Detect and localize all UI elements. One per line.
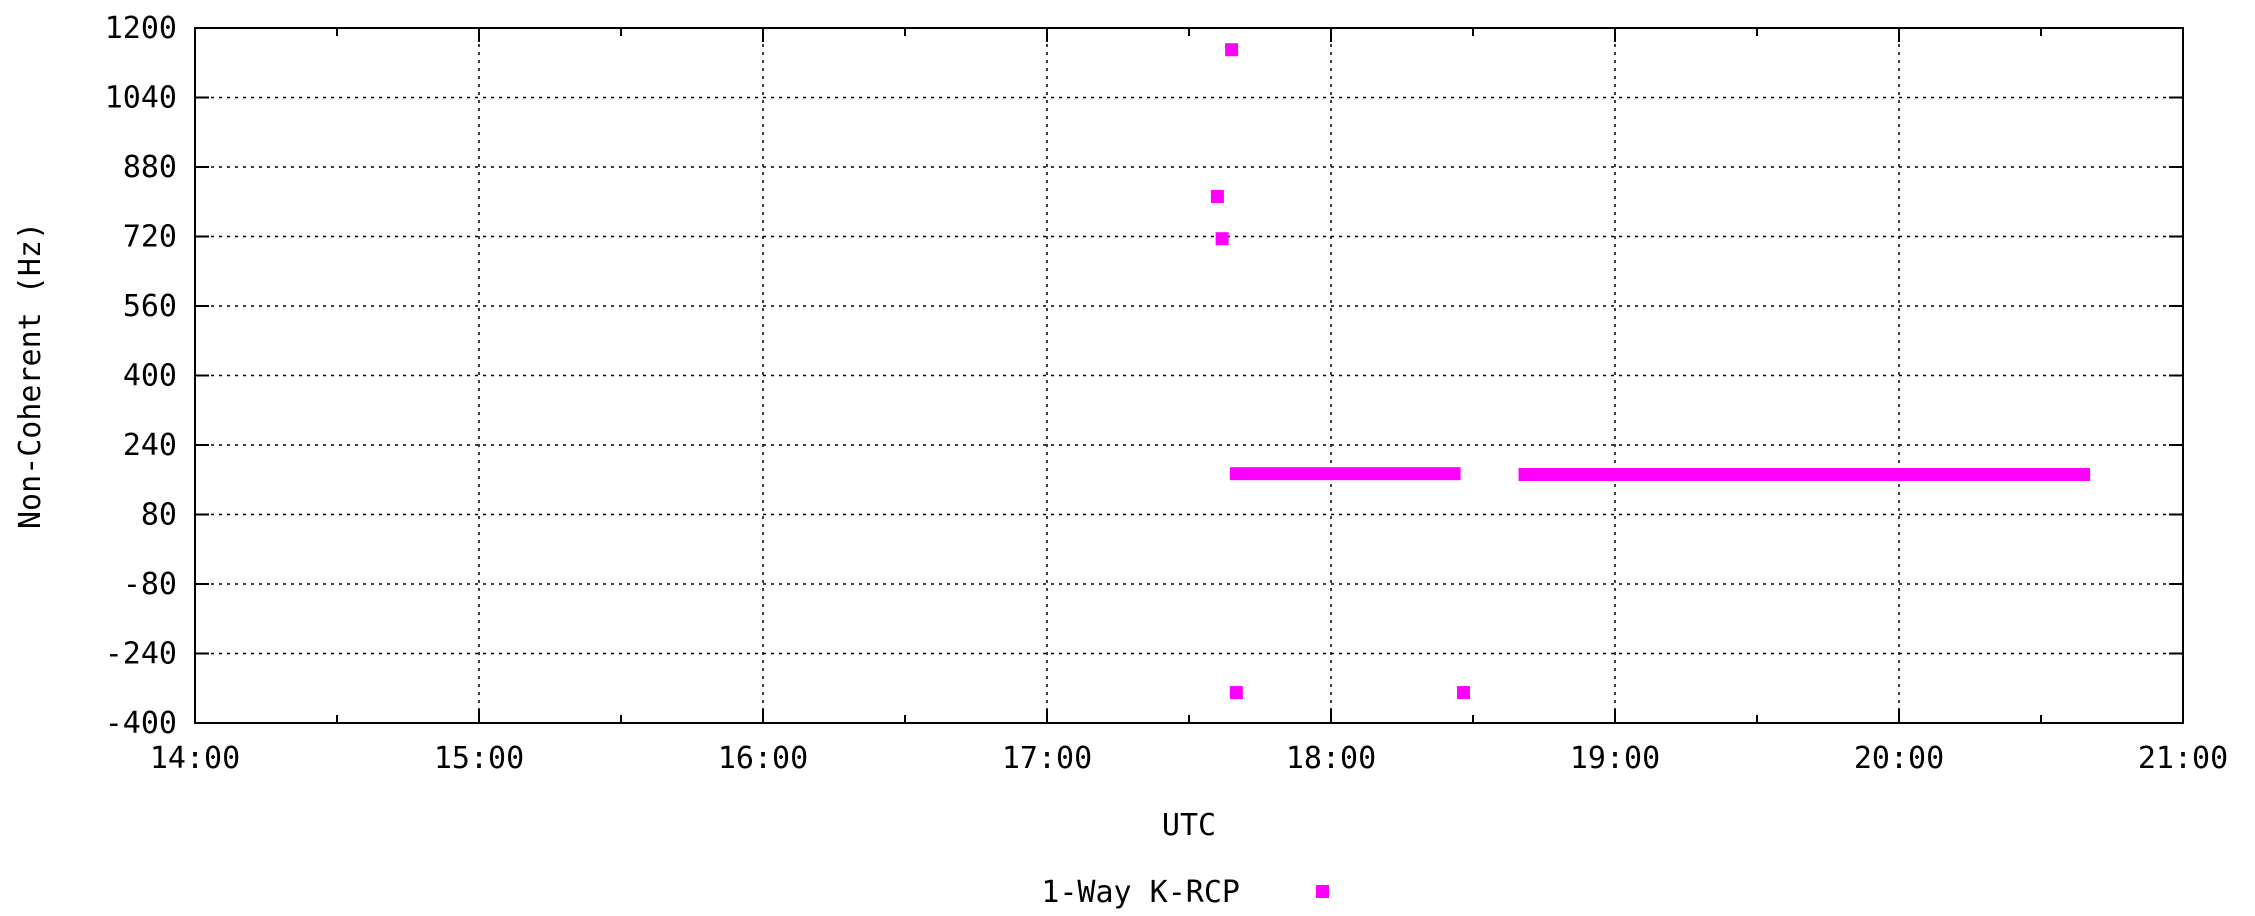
legend-label: 1-Way K-RCP bbox=[1041, 875, 1240, 910]
y-tick-label: 560 bbox=[123, 289, 177, 324]
grid bbox=[195, 28, 2183, 723]
y-tick-label: 1040 bbox=[105, 81, 177, 116]
x-tick-label: 16:00 bbox=[718, 741, 808, 776]
data-point bbox=[1215, 232, 1229, 246]
y-tick-label: 1200 bbox=[105, 11, 177, 46]
data-point-run bbox=[1229, 467, 1461, 481]
y-tick-label: -240 bbox=[105, 637, 177, 672]
x-tick-label: 20:00 bbox=[1854, 741, 1944, 776]
y-tick-labels: 1200 1040 880 720 560 400 240 80 -80 -240 -400 bbox=[105, 11, 177, 741]
legend: 1-Way K-RCP bbox=[1041, 875, 1329, 910]
y-tick-label: -80 bbox=[123, 567, 177, 602]
data-point bbox=[1210, 190, 1224, 204]
x-tick-label: 15:00 bbox=[434, 741, 524, 776]
data-marks bbox=[1210, 43, 2091, 700]
x-tick-label: 17:00 bbox=[1002, 741, 1092, 776]
y-tick-label: 400 bbox=[123, 359, 177, 394]
x-tick-label: 14:00 bbox=[150, 741, 240, 776]
y-tick-label: 80 bbox=[141, 498, 177, 533]
y-tick-label: 720 bbox=[123, 220, 177, 255]
x-axis-title: UTC bbox=[1162, 808, 1216, 843]
x-tick-labels: 14:00 15:00 16:00 17:00 18:00 19:00 20:00 21:00 bbox=[150, 741, 2228, 776]
data-point bbox=[1457, 686, 1471, 700]
y-axis-title: Non-Coherent (Hz) bbox=[13, 222, 48, 529]
legend-marker bbox=[1316, 885, 1329, 898]
data-point bbox=[1229, 686, 1243, 700]
data-point bbox=[1225, 43, 1239, 57]
y-tick-label: 240 bbox=[123, 428, 177, 463]
x-tick-label: 18:00 bbox=[1286, 741, 1376, 776]
x-tick-label: 19:00 bbox=[1570, 741, 1660, 776]
axis-ticks bbox=[194, 27, 2184, 724]
y-tick-label: -400 bbox=[105, 706, 177, 741]
data-point-run bbox=[1518, 468, 2091, 482]
x-tick-label: 21:00 bbox=[2138, 741, 2228, 776]
y-tick-label: 880 bbox=[123, 150, 177, 185]
